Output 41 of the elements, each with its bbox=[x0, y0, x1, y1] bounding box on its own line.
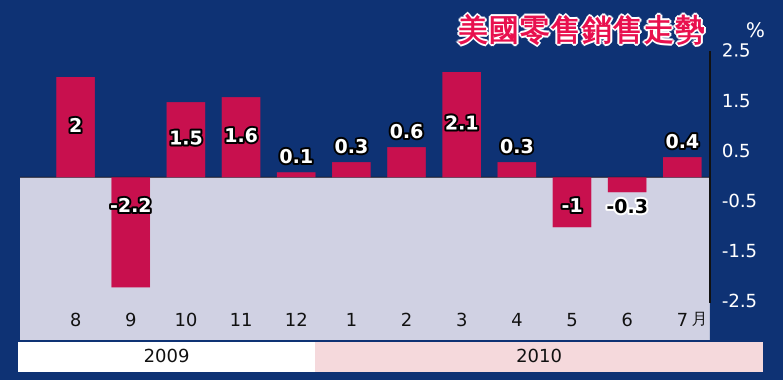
bar bbox=[387, 147, 426, 178]
bar bbox=[276, 172, 316, 178]
x-tick-label: 11 bbox=[230, 310, 252, 331]
x-tick-label: 8 bbox=[70, 310, 82, 331]
chart-title: 美國零售銷售走勢 bbox=[458, 12, 706, 50]
y-tick-label: 2.5 bbox=[722, 40, 751, 62]
x-tick-label: 12 bbox=[284, 310, 308, 331]
data-label: -1 bbox=[561, 195, 583, 218]
y-tick-label: 0.5 bbox=[722, 140, 751, 162]
text: 2010 bbox=[315, 342, 763, 372]
y-tick-label: -0.5 bbox=[722, 190, 758, 212]
data-label: 0.4 bbox=[665, 131, 700, 154]
bar bbox=[56, 77, 95, 178]
x-tick-label: 3 bbox=[456, 310, 468, 331]
x-tick-label: 4 bbox=[511, 310, 523, 331]
data-label: 2.1 bbox=[444, 112, 479, 135]
x-tick-label: 1 bbox=[346, 310, 358, 331]
x-tick-label: 2 bbox=[400, 310, 412, 331]
data-label: 2 bbox=[68, 115, 82, 138]
y-tick-label: -2.5 bbox=[722, 291, 758, 312]
data-label: 1.6 bbox=[224, 125, 258, 148]
data-label: 0.6 bbox=[390, 121, 424, 144]
bar bbox=[498, 162, 536, 178]
data-label: 0.1 bbox=[279, 146, 314, 168]
data-label: -0.3 bbox=[606, 196, 648, 218]
bar bbox=[608, 177, 646, 192]
y-tick-label: 1.5 bbox=[722, 90, 751, 112]
y-axis-title: % bbox=[746, 18, 765, 42]
bar bbox=[662, 157, 702, 178]
x-tick-label: 9 bbox=[125, 310, 136, 331]
data-label: 0.3 bbox=[334, 136, 368, 158]
data-label: 0.3 bbox=[500, 136, 534, 158]
x-tick-label: 10 bbox=[174, 310, 198, 331]
text: 2009 bbox=[18, 342, 315, 372]
data-label: 1.5 bbox=[169, 128, 203, 150]
x-tick-label: 7 bbox=[676, 310, 688, 331]
bar bbox=[332, 162, 371, 178]
y-tick-label: -1.5 bbox=[722, 240, 758, 262]
x-tick-label: 5 bbox=[566, 310, 578, 331]
x-axis-title: 月 bbox=[691, 309, 708, 330]
x-tick-label: 6 bbox=[621, 310, 633, 331]
